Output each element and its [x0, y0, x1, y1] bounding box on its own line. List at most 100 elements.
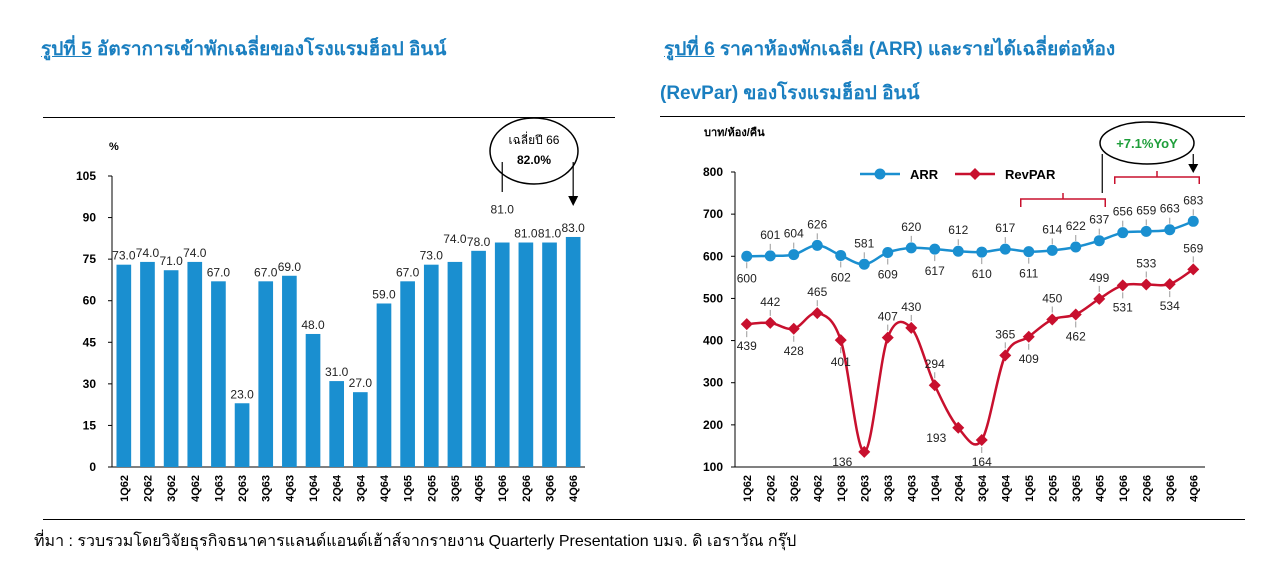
- x-tick-label: 4Q62: [812, 475, 824, 502]
- bar: [494, 242, 510, 467]
- bar: [305, 333, 321, 467]
- data-label: 83.0: [561, 221, 585, 235]
- x-tick-label: 2Q66: [521, 475, 533, 502]
- revpar-point: [1069, 308, 1082, 321]
- data-label: 71.0: [159, 254, 183, 268]
- bar: [471, 250, 486, 467]
- data-label: 74.0: [183, 246, 207, 260]
- data-label: 27.0: [349, 376, 373, 390]
- revpar-point: [905, 321, 918, 334]
- arr-data-label: 626: [807, 217, 827, 231]
- revpar-data-label: 533: [1136, 257, 1156, 271]
- bottom-rule: [43, 519, 1245, 520]
- x-tick-label: 2Q66: [1141, 475, 1153, 502]
- arr-data-label: 610: [972, 267, 992, 281]
- source-note: ที่มา : รวบรวมโดยวิจัยธุรกิจธนาคารแลนด์แ…: [34, 533, 797, 550]
- legend-arr-label: ARR: [910, 167, 939, 182]
- x-tick-label: 2Q63: [859, 475, 871, 502]
- revpar-point: [764, 316, 777, 329]
- callout-ellipse: [489, 117, 579, 185]
- arr-data-label: 617: [925, 264, 945, 278]
- legend-revpar-label: RevPAR: [1005, 167, 1056, 182]
- data-label: 81.0: [514, 227, 538, 241]
- x-tick-label: 4Q63: [906, 475, 918, 502]
- x-tick-label: 4Q65: [1094, 475, 1106, 502]
- legend-arr-marker: [874, 168, 886, 180]
- arr-revpar-line-chart: บาท/ห้อง/คืน 100 200 300 400 500 600 700 800 1Q62…: [703, 121, 1205, 502]
- revpar-data-label: 294: [925, 357, 945, 371]
- year-bracket-2566: [1114, 171, 1200, 184]
- figure6-title-line2: (RevPar) ของโรงแรมฮ็อป อินน์: [660, 83, 920, 104]
- x-tick-label: 1Q64: [930, 474, 942, 502]
- figure5-top-rule: [43, 117, 615, 118]
- arr-point: [976, 246, 988, 258]
- data-label: 78.0: [467, 235, 491, 249]
- y-tick-label: 300: [703, 376, 723, 390]
- arr-data-label: 620: [901, 220, 921, 234]
- revpar-data-label: 428: [784, 344, 804, 358]
- arr-point: [1187, 215, 1199, 227]
- revpar-series-line: [746, 268, 1194, 454]
- x-tick-label: 3Q66: [1165, 475, 1177, 502]
- revpar-data-label: 569: [1183, 241, 1203, 255]
- revpar-point: [1163, 278, 1176, 291]
- arr-point: [1164, 224, 1176, 236]
- callout-ellipse: [1099, 121, 1195, 165]
- y-tick-label: 30: [83, 377, 97, 391]
- y-tick-label: 0: [89, 460, 96, 474]
- x-tick-label: 3Q64: [355, 474, 367, 502]
- revpar-point: [834, 334, 847, 347]
- bar: [423, 264, 439, 467]
- y-tick-label: 700: [703, 207, 723, 221]
- x-tick-label: 2Q65: [1047, 475, 1059, 502]
- legend-revpar-marker: [969, 168, 981, 180]
- data-label: 74.0: [443, 232, 467, 246]
- x-tick-label: 4Q64: [379, 474, 391, 502]
- revpar-data-label: 531: [1113, 300, 1133, 314]
- arr-data-label: 609: [878, 267, 898, 281]
- arr-data-label: 611: [1019, 267, 1038, 281]
- y-tick-label: 100: [703, 460, 723, 474]
- revpar-point: [881, 331, 894, 344]
- x-tick-label: 2Q64: [953, 474, 965, 502]
- figure6-number: รูปที่ 6: [664, 39, 715, 60]
- x-tick-label: 4Q65: [474, 475, 486, 502]
- callout-line1: เฉลี่ยปี 66: [509, 131, 560, 147]
- revpar-point: [975, 434, 988, 447]
- x-tick-label: 4Q66: [568, 475, 580, 502]
- x-tick-label: 2Q62: [765, 475, 777, 502]
- x-tick-label: 3Q65: [1071, 475, 1083, 502]
- bar: [447, 261, 463, 467]
- figure5-title-text: อัตราการเข้าพักเฉลี่ยของโรงแรมฮ็อป อินน์: [91, 39, 447, 60]
- revpar-data-label: 534: [1160, 299, 1180, 313]
- x-tick-label: 3Q62: [166, 475, 178, 502]
- arr-data-label: 612: [948, 223, 968, 237]
- arr-data-label: 617: [995, 221, 1015, 235]
- bar: [116, 264, 132, 467]
- revpar-data-label: 409: [1019, 352, 1039, 366]
- figure6-top-rule: [660, 116, 1245, 117]
- arr-point: [811, 239, 823, 251]
- revpar-data-label: 365: [995, 327, 1015, 341]
- revpar-data-label: 193: [926, 431, 946, 445]
- data-label: 73.0: [420, 249, 444, 263]
- x-tick-label: 3Q64: [977, 474, 989, 502]
- y-tick-label: 200: [703, 418, 723, 432]
- x-tick-label: 2Q63: [237, 475, 249, 502]
- revpar-point: [928, 379, 941, 392]
- revpar-point: [1022, 330, 1035, 343]
- x-tick-label: 3Q63: [261, 475, 273, 502]
- arr-data-label: 601: [760, 228, 780, 242]
- x-tick-label: 3Q62: [789, 475, 801, 502]
- arr-data-label: 683: [1183, 193, 1203, 207]
- arr-point: [905, 242, 917, 254]
- arr-data-label: 602: [831, 270, 851, 284]
- arr-point: [858, 258, 870, 270]
- arr-data-label: 600: [737, 271, 757, 285]
- arr-data-label: 622: [1066, 219, 1086, 233]
- revpar-data-label: 430: [901, 300, 921, 314]
- revpar-point: [1116, 279, 1129, 292]
- x-tick-label: 2Q62: [142, 475, 154, 502]
- y-tick-label: 800: [703, 165, 723, 179]
- revpar-point: [1140, 278, 1153, 291]
